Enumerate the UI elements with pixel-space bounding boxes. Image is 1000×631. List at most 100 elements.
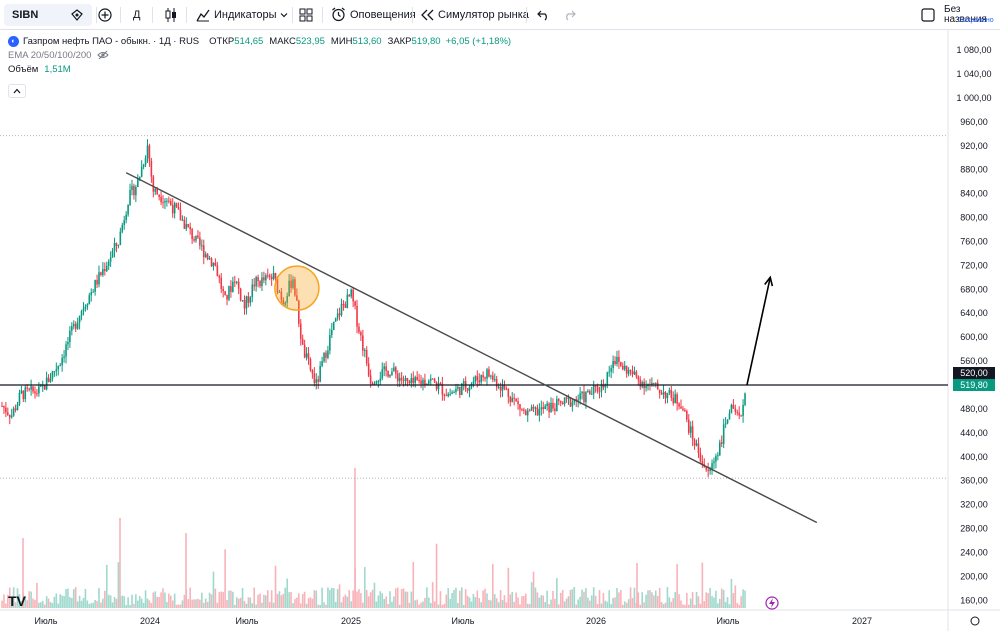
- candle-body: [171, 205, 174, 214]
- layout-name[interactable]: Без названия: [944, 4, 987, 25]
- candle-body: [249, 297, 252, 303]
- volume-bar: [709, 587, 711, 608]
- volume-bar: [263, 594, 265, 608]
- replay-button[interactable]: Симулятор рынка: [438, 9, 529, 21]
- indicators-button[interactable]: Индикаторы: [214, 9, 277, 21]
- volume-bar: [247, 597, 250, 608]
- volume-label[interactable]: Объём: [8, 63, 39, 75]
- candle-body: [301, 338, 304, 345]
- interval-button[interactable]: Д: [133, 9, 141, 21]
- replay-icon[interactable]: [421, 9, 434, 21]
- volume-bar: [590, 595, 593, 608]
- low-label: МИН: [330, 35, 353, 47]
- candle-body: [28, 388, 30, 390]
- candle-body: [346, 294, 349, 308]
- volume-bar: [206, 601, 209, 608]
- undo-icon[interactable]: [537, 9, 550, 21]
- candle-body: [707, 469, 709, 471]
- volume-bar: [460, 587, 463, 608]
- volume-bar: [495, 598, 498, 608]
- price-tick-label: 480,00: [960, 404, 988, 414]
- volume-bar: [664, 602, 667, 608]
- candle-body: [585, 392, 587, 403]
- candle-body: [371, 383, 374, 385]
- volume-bar: [218, 592, 221, 608]
- candle-body: [245, 296, 248, 309]
- candle-body: [177, 207, 180, 210]
- volume-bar: [195, 599, 197, 608]
- candle-body: [453, 392, 455, 394]
- volume-bar: [299, 603, 302, 608]
- candle-body: [80, 311, 83, 316]
- legend-title[interactable]: Газпром нефть ПАО - обыкн. · 1Д · RUS: [23, 35, 200, 47]
- volume-bar: [272, 602, 275, 608]
- ema-label[interactable]: EMA 20/50/100/200: [8, 49, 92, 61]
- collapse-legend-button[interactable]: [8, 84, 26, 98]
- templates-grid-icon[interactable]: [299, 8, 313, 22]
- candle-body: [476, 376, 479, 381]
- price-tick-label: 160,00: [960, 595, 988, 605]
- toolbar-separator: [292, 7, 293, 23]
- high-value: 523,95: [295, 35, 325, 47]
- candle-body: [340, 304, 343, 316]
- candle-body: [228, 286, 230, 300]
- candle-body: [82, 308, 85, 312]
- candle-body: [218, 275, 221, 278]
- candle-body: [131, 185, 133, 190]
- candle-body: [589, 390, 591, 395]
- candle-body: [583, 391, 585, 403]
- candle-body: [554, 408, 556, 411]
- chevron-down-icon[interactable]: [280, 11, 288, 19]
- candle-body: [513, 397, 515, 399]
- candle-body: [625, 365, 628, 374]
- candle-body: [530, 406, 533, 411]
- volume-bar: [284, 587, 287, 608]
- volume-bar: [490, 600, 492, 608]
- volume-bar: [191, 599, 193, 608]
- volume-bar: [468, 597, 471, 608]
- add-symbol-icon[interactable]: [98, 8, 112, 22]
- volume-bar: [270, 590, 273, 608]
- symbol-search[interactable]: SIBN: [4, 4, 92, 26]
- volume-bar: [3, 594, 5, 608]
- volume-bar: [393, 596, 395, 608]
- layout-checkbox-icon[interactable]: [921, 8, 935, 22]
- alerts-button[interactable]: Оповещения: [350, 9, 416, 21]
- candle-body: [468, 386, 471, 391]
- volume-bar: [202, 602, 205, 608]
- volume-bar: [201, 592, 203, 608]
- volume-bar: [257, 594, 259, 608]
- tradingview-logo-icon: TV: [8, 593, 27, 609]
- candle-body: [686, 410, 688, 420]
- eye-hidden-icon[interactable]: [97, 50, 110, 60]
- candle-body: [109, 257, 112, 262]
- candles-type-icon[interactable]: [164, 7, 178, 23]
- candle-body: [730, 404, 733, 414]
- company-logo-icon: ◐: [8, 35, 19, 47]
- alarm-clock-icon[interactable]: [331, 7, 346, 22]
- compare-icon[interactable]: [70, 8, 84, 22]
- candle-body: [57, 365, 60, 370]
- volume-bar: [41, 600, 44, 608]
- candle-body: [620, 362, 622, 366]
- candle-body: [428, 380, 430, 384]
- volume-bar: [391, 601, 393, 608]
- volume-bar: [53, 596, 56, 608]
- volume-bar: [720, 588, 723, 608]
- volume-bar: [404, 591, 407, 608]
- candle-body: [606, 372, 609, 385]
- candle-body: [569, 397, 572, 407]
- volume-bar: [703, 601, 706, 608]
- volume-bar: [559, 592, 562, 608]
- redo-icon[interactable]: [563, 9, 576, 21]
- volume-bar: [20, 600, 23, 608]
- price-tick-label: 880,00: [960, 165, 988, 175]
- candle-body: [720, 442, 723, 444]
- candle-body: [674, 394, 676, 404]
- candle-body: [740, 415, 742, 417]
- volume-bar: [526, 603, 529, 608]
- candle-body: [728, 413, 731, 420]
- indicators-icon[interactable]: [196, 8, 210, 22]
- volume-bar: [488, 600, 490, 608]
